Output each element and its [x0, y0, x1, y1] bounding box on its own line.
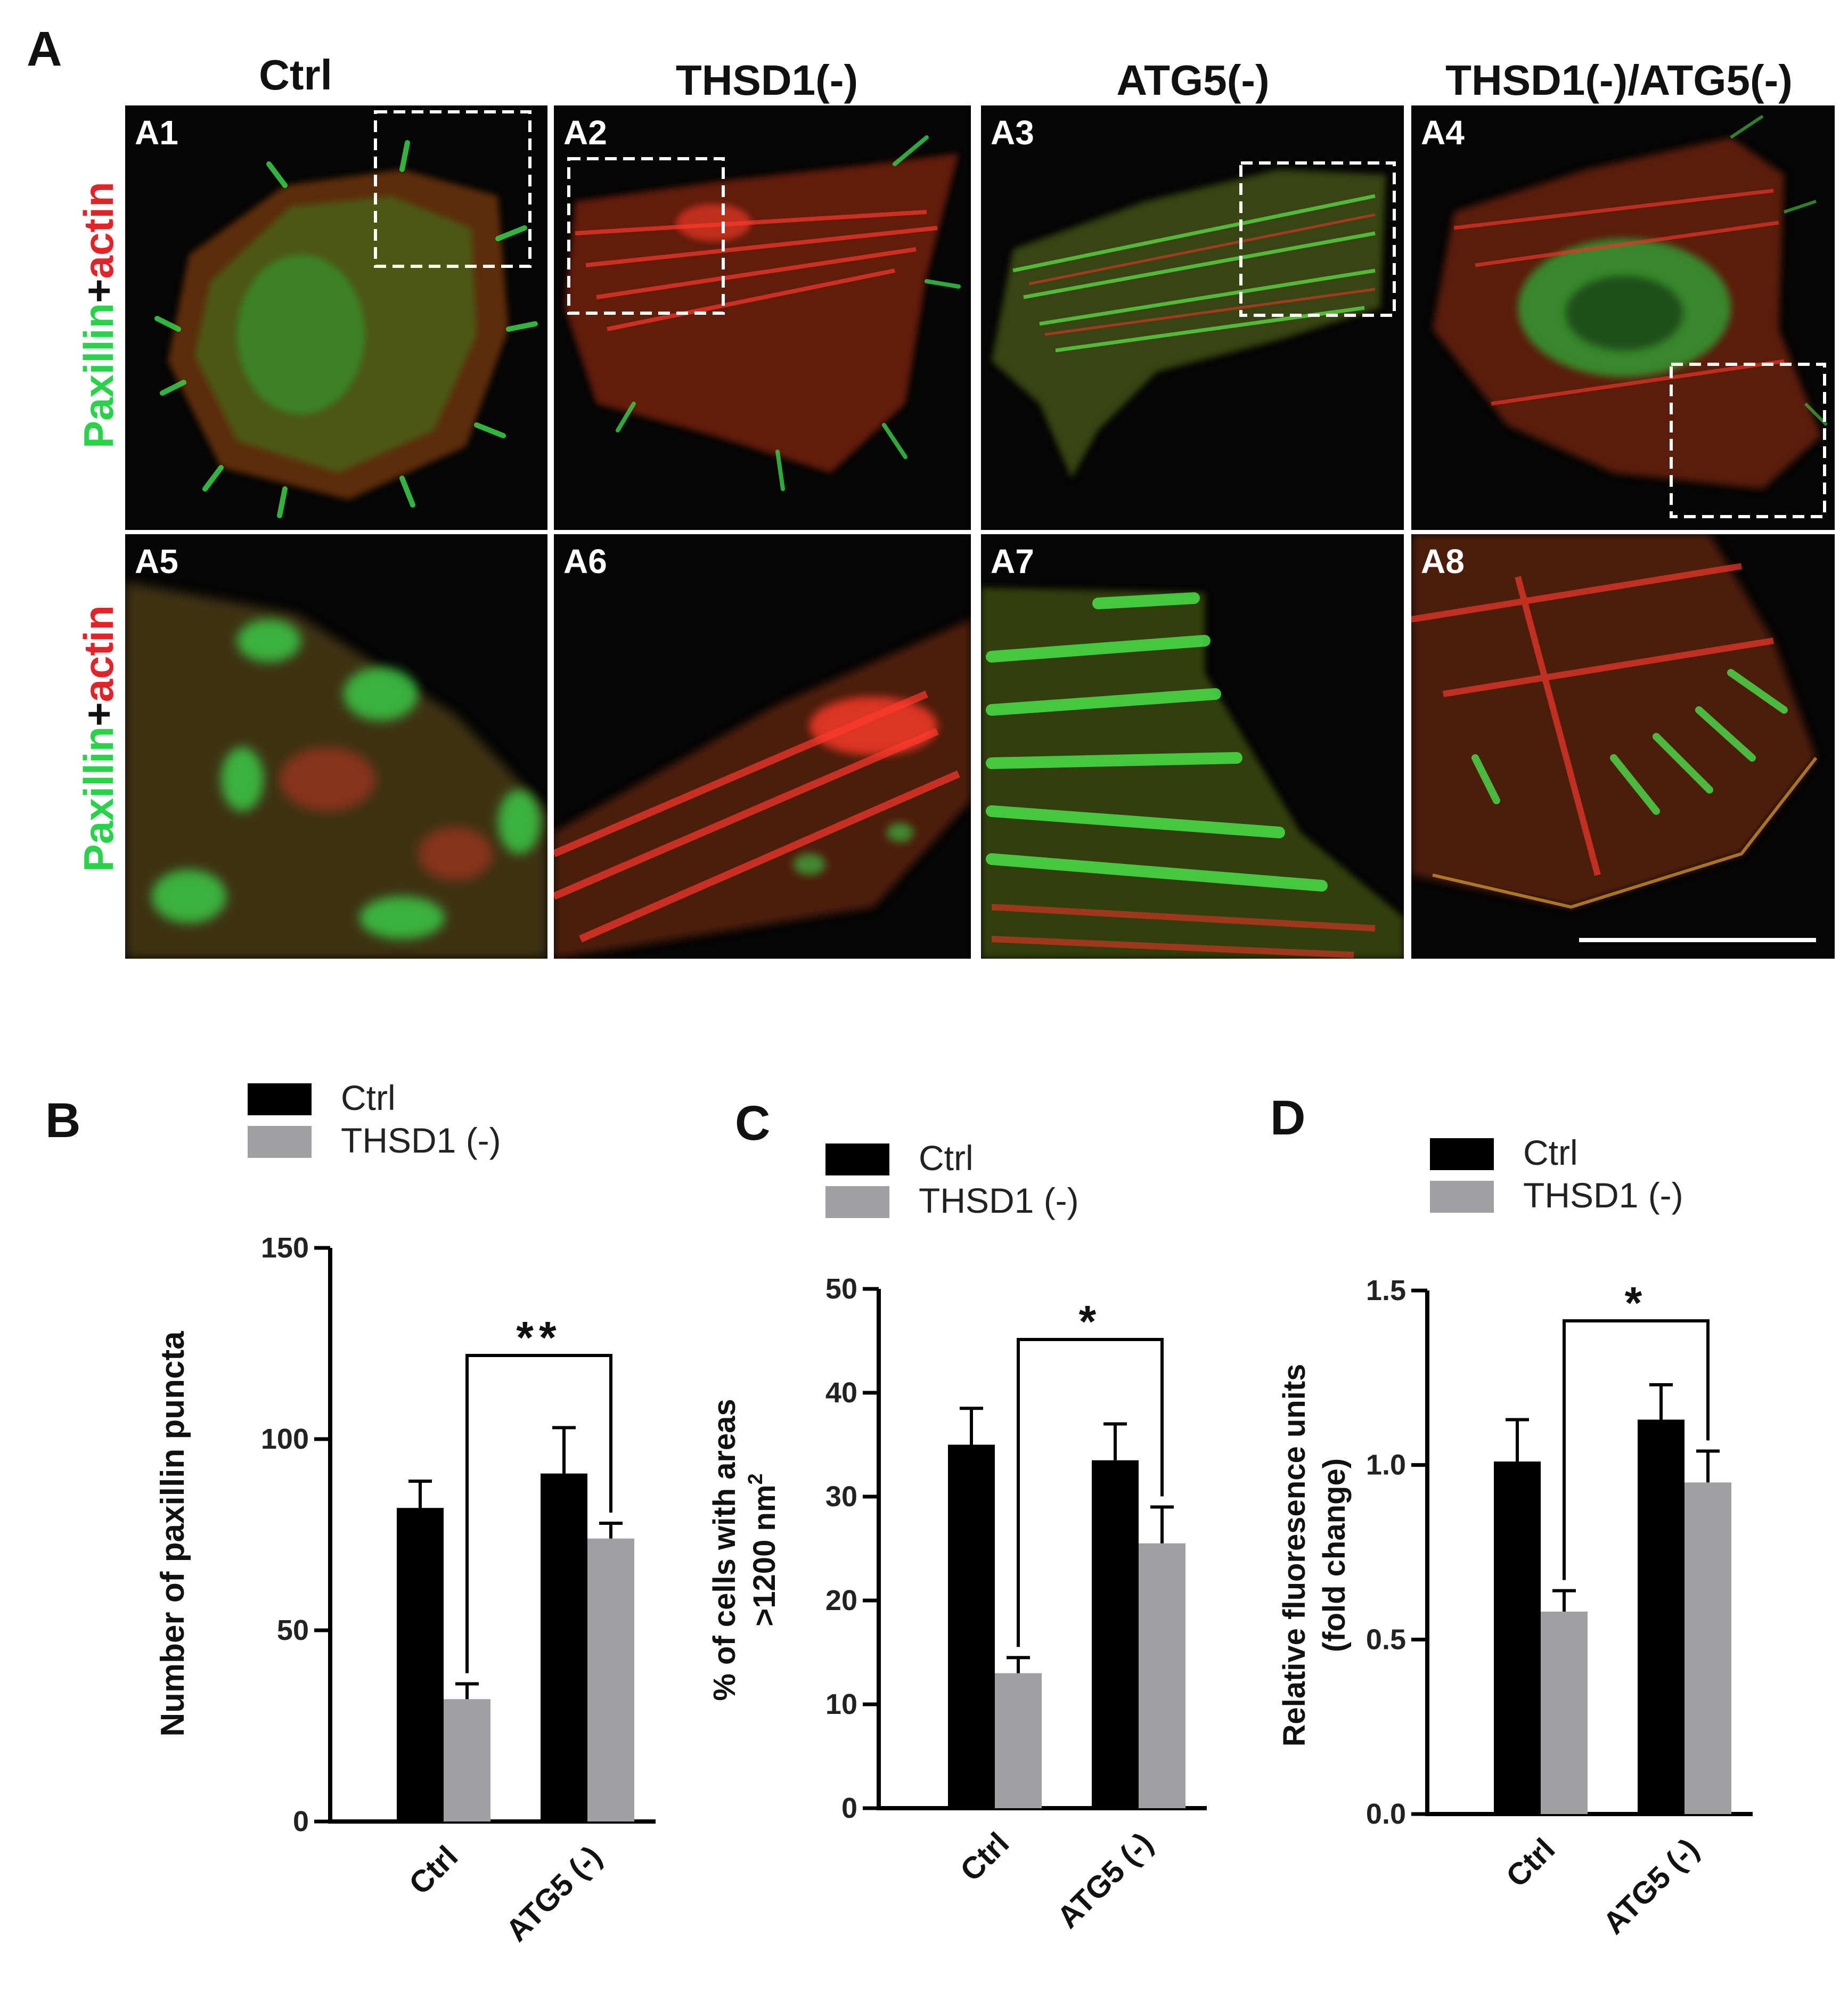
bar	[587, 1538, 634, 1822]
column-title-atg5: ATG5(-)	[1116, 56, 1270, 104]
bar	[444, 1699, 490, 1822]
y-tick-label: 150	[261, 1232, 309, 1264]
plus-label: +	[75, 279, 122, 303]
paxillin-label: Paxillin	[75, 726, 122, 872]
micrograph-a7: A7	[981, 534, 1404, 959]
y-tick-label: 30	[825, 1481, 857, 1513]
tile-label-a4: A4	[1421, 113, 1465, 152]
column-title-ctrl: Ctrl	[259, 51, 332, 99]
micrograph-a5: A5	[125, 534, 547, 959]
tile-label-a2: A2	[563, 113, 607, 152]
legend-label: THSD1 (-)	[341, 1121, 501, 1160]
significance-marker: *	[1079, 1296, 1102, 1346]
bar	[995, 1673, 1042, 1808]
bar	[1494, 1461, 1541, 1814]
y-tick-label: 0.5	[1366, 1623, 1406, 1655]
column-title-double: THSD1(-)/ATG5(-)	[1445, 56, 1793, 104]
y-tick-label: 50	[825, 1273, 857, 1305]
row-label-top: Paxillin+actin	[75, 182, 122, 448]
significance-bracket	[1017, 1338, 1164, 1647]
legend-label: THSD1 (-)	[1523, 1175, 1683, 1215]
y-axis-label: Number of paxillin puncta	[154, 1331, 191, 1737]
plus-label: +	[75, 702, 122, 726]
y-axis-label: Relative fluoresence units	[1277, 1364, 1312, 1747]
y-tick-label: 10	[825, 1688, 857, 1720]
micrograph-a6: A6	[554, 534, 971, 959]
significance-marker: **	[516, 1312, 561, 1362]
micrograph-a3: A3	[981, 105, 1404, 530]
tile-label-a3: A3	[991, 113, 1034, 152]
row-label-bottom: Paxillin+actin	[75, 605, 122, 872]
y-tick-label: 1.5	[1366, 1275, 1406, 1306]
bar	[1638, 1419, 1685, 1814]
actin-label: actin	[75, 605, 122, 703]
legend-label: Ctrl	[919, 1138, 974, 1178]
y-tick-label: 1.0	[1366, 1449, 1406, 1481]
legend-label: Ctrl	[341, 1078, 396, 1117]
tile-label-a8: A8	[1421, 542, 1465, 581]
significance-marker: *	[1625, 1278, 1648, 1328]
x-tick-label: ATG5 (-)	[500, 1839, 609, 1948]
y-tick-label: 100	[261, 1423, 309, 1455]
y-tick-label: 20	[825, 1584, 857, 1616]
y-tick-label: 0	[293, 1806, 309, 1837]
y-tick-label: 0	[841, 1792, 857, 1824]
tile-label-a7: A7	[991, 542, 1034, 581]
micrograph-a4: A4	[1411, 105, 1835, 530]
legend-swatch	[1430, 1138, 1494, 1170]
x-tick-label: ATG5 (-)	[1597, 1832, 1706, 1941]
legend-label: Ctrl	[1523, 1133, 1578, 1172]
bar	[1092, 1460, 1139, 1808]
y-axis-label-line2: (fold change)	[1317, 1458, 1352, 1652]
panel-letter: B	[45, 1093, 80, 1148]
legend-swatch	[248, 1083, 312, 1115]
micrograph-a1: A1	[125, 105, 547, 530]
micrograph-a2: A2	[554, 105, 971, 530]
paxillin-label: Paxillin	[75, 303, 122, 448]
bar	[1139, 1543, 1185, 1808]
chart-panel-b: B Ctrl THSD1 (-) 0 50 100 150 Number of paxilli…	[45, 1078, 656, 1948]
y-axis-label: % of cells with areas	[707, 1399, 742, 1701]
tile-label-a5: A5	[135, 542, 178, 581]
legend-swatch	[825, 1186, 889, 1218]
x-tick-label: Ctrl	[1500, 1832, 1562, 1894]
tile-label-a6: A6	[563, 542, 607, 581]
y-axis-label-superscript: 2	[745, 1473, 767, 1484]
bar	[397, 1508, 444, 1822]
bar	[541, 1473, 587, 1822]
bar	[948, 1444, 995, 1808]
tile-label-a1: A1	[135, 113, 178, 152]
y-tick-label: 50	[277, 1614, 309, 1646]
panel-a-letter: A	[27, 22, 62, 76]
legend-swatch	[825, 1143, 889, 1175]
bar	[1685, 1482, 1731, 1814]
significance-bracket	[1563, 1319, 1710, 1580]
bar	[1541, 1611, 1588, 1814]
micrograph-a8: A8	[1411, 534, 1835, 959]
actin-label: actin	[75, 182, 122, 279]
x-tick-label: Ctrl	[403, 1839, 465, 1901]
column-title-thsd1: THSD1(-)	[675, 56, 858, 104]
y-tick-label: 0.0	[1366, 1798, 1406, 1830]
panel-letter: D	[1270, 1091, 1305, 1145]
x-tick-label: Ctrl	[954, 1826, 1016, 1888]
significance-bracket	[465, 1354, 612, 1673]
legend-swatch	[248, 1126, 312, 1158]
panel-letter: C	[735, 1096, 770, 1150]
legend-swatch	[1430, 1181, 1494, 1213]
x-tick-label: ATG5 (-)	[1051, 1826, 1160, 1935]
legend-label: THSD1 (-)	[919, 1181, 1079, 1220]
y-axis-label-line2: >1200 nm2	[745, 1473, 782, 1626]
y-tick-label: 40	[825, 1377, 857, 1409]
